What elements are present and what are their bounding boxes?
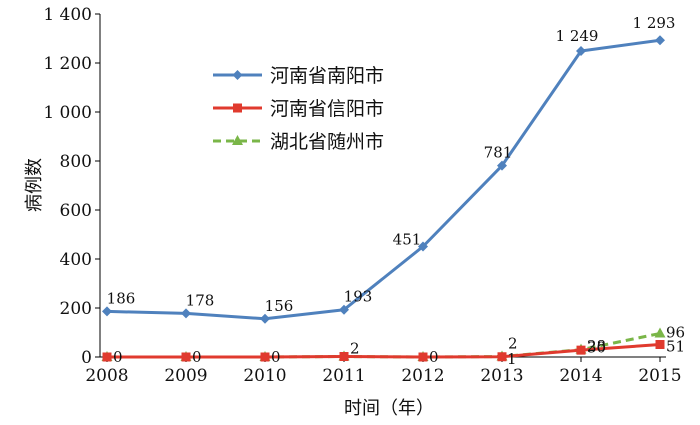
- series-0-point: [102, 306, 112, 317]
- series-0-point: [181, 308, 191, 319]
- series-1-point: [418, 352, 428, 362]
- series-1-data-label: 2: [350, 340, 360, 358]
- series-1-data-label: 0: [271, 348, 281, 366]
- series-1-point: [339, 352, 349, 362]
- y-tick-label: 1 200: [43, 54, 92, 74]
- series-0-data-label: 1 249: [556, 27, 599, 45]
- y-tick-label: 400: [60, 250, 92, 270]
- x-tick-label: 2012: [401, 366, 444, 386]
- y-tick-label: 0: [81, 348, 92, 368]
- series-2-data-label: 30: [587, 339, 606, 357]
- series-1-data-label: 28: [587, 337, 606, 355]
- x-axis-title: 时间（年）: [344, 398, 434, 419]
- x-tick-label: 2010: [243, 366, 286, 386]
- series-1-data-label: 0: [192, 348, 202, 366]
- x-tick-label: 2009: [164, 366, 207, 386]
- y-axis-title: 病例数: [24, 158, 45, 212]
- series-1-point: [576, 345, 586, 355]
- y-tick-label: 200: [60, 299, 92, 319]
- series-1-point: [181, 352, 191, 362]
- series-1-point: [655, 340, 665, 350]
- series-line-0: [106, 38, 661, 321]
- series-1-point: [260, 352, 270, 362]
- legend-swatch-marker-0: [232, 70, 243, 80]
- series-0-data-label: 1 293: [633, 14, 676, 32]
- x-tick-label: 2015: [638, 366, 681, 386]
- series-2-data-label: 2: [508, 335, 518, 353]
- series-0-point: [260, 313, 270, 324]
- series-0-data-label: 186: [107, 289, 136, 307]
- y-tick-label: 600: [60, 201, 92, 221]
- legend-swatch-marker-1: [233, 103, 242, 113]
- y-tick-label: 1 400: [43, 5, 92, 25]
- series-1-data-label: 51: [666, 338, 685, 356]
- series-2-data-label: 96: [666, 323, 685, 341]
- legend-label-0: 河南省南阳市: [270, 65, 384, 87]
- series-1-data-label: 0: [113, 348, 123, 366]
- series-1-point: [102, 352, 112, 362]
- series-line-1: [107, 343, 661, 359]
- x-tick-label: 2008: [85, 366, 128, 386]
- x-tick-label: 2013: [480, 366, 523, 386]
- series-0-data-label: 781: [484, 144, 513, 162]
- series-0-data-label: 178: [186, 291, 215, 309]
- series-0-data-label: 156: [265, 297, 294, 315]
- legend-label-1: 河南省信阳市: [270, 98, 384, 120]
- x-tick-label: 2011: [322, 366, 365, 386]
- x-tick-label: 2014: [559, 366, 602, 386]
- y-tick-label: 800: [60, 152, 92, 172]
- series-0-point: [339, 304, 349, 315]
- series-0-point: [418, 241, 428, 252]
- series-0-point: [576, 45, 586, 56]
- series-1-data-label: 0: [429, 348, 439, 366]
- series-1-data-label: 1: [507, 350, 517, 368]
- series-0-data-label: 193: [344, 288, 373, 306]
- series-1-point: [497, 352, 507, 362]
- series-0-data-label: 451: [393, 231, 422, 249]
- legend-swatch-marker-2: [232, 135, 243, 145]
- legend-label-2: 湖北省随州市: [270, 131, 384, 153]
- series-2-point: [654, 327, 666, 338]
- series-0-point: [497, 160, 507, 171]
- series-0-point: [655, 35, 665, 46]
- y-tick-label: 1 000: [43, 103, 92, 123]
